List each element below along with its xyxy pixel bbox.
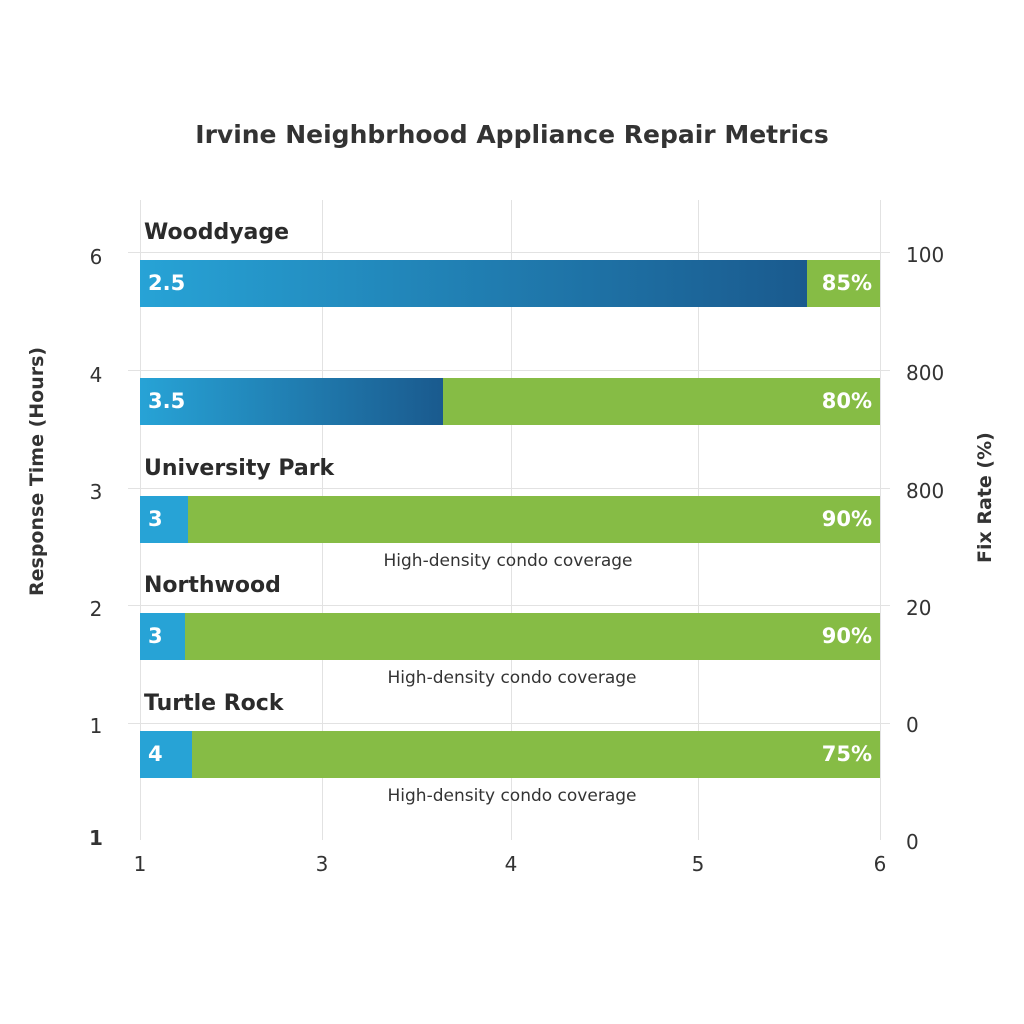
fix-rate-label: 75%	[821, 742, 872, 766]
category-label: Turtle Rock	[144, 691, 284, 716]
x-tick-label: 1	[133, 852, 147, 876]
left-tick-label: 1	[89, 826, 103, 850]
right-tick-label: 20	[906, 596, 932, 620]
response-time-segment	[140, 731, 192, 778]
fix-rate-label: 85%	[821, 271, 872, 295]
response-time-segment	[140, 496, 188, 543]
annotation: High-density condo coverage	[383, 551, 633, 571]
x-tick-label: 4	[504, 852, 518, 876]
left-tick-label: 1	[89, 714, 103, 738]
category-label: University Park	[144, 456, 335, 481]
horizontal-gridline	[128, 370, 890, 371]
x-tick-label: 6	[873, 852, 887, 876]
right-tick-label: 100	[906, 243, 945, 267]
left-tick-label: 4	[89, 363, 103, 387]
vertical-gridline	[880, 200, 881, 840]
horizontal-gridline	[128, 605, 890, 606]
left-tick-label: 2	[89, 597, 103, 621]
right-tick-label: 800	[906, 479, 945, 503]
bar: 4 75%	[140, 731, 880, 778]
category-label: Northwood	[144, 573, 281, 598]
fix-rate-label: 90%	[821, 507, 872, 531]
response-time-label: 3	[148, 507, 163, 531]
x-tick-label: 5	[691, 852, 705, 876]
chart-title: Irvine Neighbrhood Appliance Repair Metr…	[195, 120, 829, 149]
left-axis-label: Response Time (Hours)	[26, 346, 48, 596]
response-time-segment	[140, 378, 443, 425]
horizontal-gridline	[128, 252, 890, 253]
response-time-label: 2.5	[148, 271, 186, 295]
annotation: High-density condo coverage	[387, 668, 637, 688]
left-tick-label: 3	[89, 480, 103, 504]
bar: 3 90%	[140, 613, 880, 660]
right-tick-label: 0	[906, 830, 919, 854]
right-tick-label: 0	[906, 713, 919, 737]
response-time-label: 3	[148, 624, 163, 648]
bar: 2.5 85%	[140, 260, 880, 307]
fix-rate-label: 90%	[821, 624, 872, 648]
fix-rate-label: 80%	[821, 389, 872, 413]
right-axis-label: Fix Rate (%)	[974, 432, 996, 563]
category-label: Wooddyage	[144, 220, 290, 245]
response-time-segment	[140, 260, 807, 307]
bar: 3 90%	[140, 496, 880, 543]
response-time-segment	[140, 613, 185, 660]
right-tick-label: 800	[906, 361, 945, 385]
horizontal-gridline	[128, 723, 890, 724]
left-tick-label: 6	[89, 245, 103, 269]
x-tick-label: 3	[315, 852, 329, 876]
response-time-label: 3.5	[148, 389, 186, 413]
horizontal-gridline	[128, 488, 890, 489]
response-time-label: 4	[148, 742, 163, 766]
annotation: High-density condo coverage	[387, 786, 637, 806]
bar: 3.5 80%	[140, 378, 880, 425]
